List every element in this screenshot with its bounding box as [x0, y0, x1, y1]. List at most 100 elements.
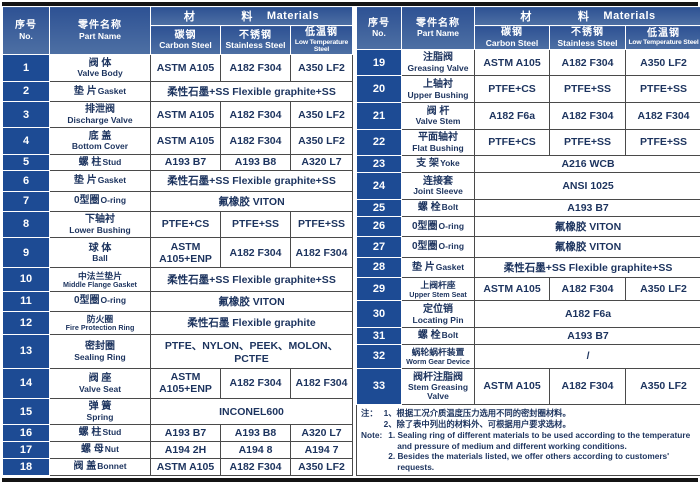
header-material-col-zh: 低温钢: [305, 27, 338, 38]
table-row: 27 0型圈 O-ring 氟橡胶 VITON: [356, 236, 700, 258]
material-value-cell: ASTM A105: [474, 48, 551, 77]
header-materials-zh2: 料: [241, 11, 253, 23]
material-value-cell: A182 F6a: [474, 102, 551, 130]
header-band-materials: 序号 No. 零件名称 Part Name 材料 Materials: [2, 5, 354, 56]
row-number-cell: 32: [356, 344, 403, 369]
part-name-zh: 阀 杆: [426, 105, 450, 117]
row-number-cell: 11: [2, 290, 50, 312]
part-name-zh: 阀 座: [88, 373, 112, 385]
part-name-cell: 阀 体 Valve Body: [49, 54, 151, 82]
table-body: 19 注脂阀 Greasing Valve ASTM A105 A182 F304 A35…: [356, 48, 700, 406]
header-material-col: 不锈钢 Stainless Steel: [220, 24, 291, 56]
table-row: 29 上阀杆座 Upper Stem Seat ASTM A105 A182 F304 A…: [356, 277, 700, 302]
header-material-col-en: Carbon Steel: [159, 40, 212, 51]
part-name-zh: 支 架: [416, 158, 440, 170]
material-span-cell: 柔性石墨+SS Flexible graphite+SS: [149, 170, 354, 192]
part-name-en: Locating Pin: [412, 314, 464, 325]
part-name-inline: 0型圈 O-ring: [403, 241, 473, 253]
tables-container: 序号 No. 零件名称 Part Name 材料 Materials 碳钢 Carbon St…: [2, 5, 700, 477]
part-name-en: Gasket: [435, 261, 465, 272]
materials-table-left: 序号 No. 零件名称 Part Name 材料 Materials 碳钢 Carbon St…: [2, 5, 354, 477]
material-value-cell: A182 F304: [220, 127, 291, 155]
material-value-cell: ASTM A105: [150, 54, 221, 82]
row-number-cell: 28: [356, 256, 403, 279]
row-number-cell: 15: [2, 397, 50, 426]
notes-zh-label: 注：: [361, 408, 378, 419]
table-row: 20 上轴衬 Upper Bushing PTFE+CS PTFE+SS PTFE+SS: [356, 75, 700, 103]
header-material-col-en: Stainless Steel: [557, 37, 618, 48]
material-span-cell: 氟橡胶 VITON: [149, 190, 354, 212]
material-value-cell: A182 F304: [549, 367, 627, 406]
material-value-cell: A182 F304: [220, 237, 291, 269]
row-number-cell: 5: [2, 153, 50, 172]
part-name-cell: 密封圈 Sealing Ring: [49, 334, 151, 369]
table-row: 14 阀 座 Valve Seat ASTM A105+ENP A182 F304 A18…: [2, 367, 354, 400]
header-band-materials: 序号 No. 零件名称 Part Name 材料 Materials: [356, 6, 700, 50]
material-value-cell: A182 F304: [549, 102, 627, 130]
header-part-name: 零件名称 Part Name: [401, 6, 476, 50]
material-value-cell: A193 B8: [220, 153, 291, 172]
part-name-en: Gasket: [97, 175, 127, 186]
part-name-inline: 阀 盖 Bonnet: [51, 461, 149, 473]
header-materials: 材 料 Materials: [149, 6, 354, 26]
row-number-cell: 31: [356, 327, 403, 346]
part-name-zh: 中法兰垫片: [78, 270, 122, 281]
part-name-en: Bonnet: [97, 461, 127, 472]
header-material-col-zh: 碳钢: [501, 27, 524, 38]
notes-zh-line-1: 1、根据工况介质温度压力选用不同的密封圈材料。: [383, 408, 571, 419]
row-number-cell: 2: [2, 80, 50, 102]
material-value-cell: A320 L7: [289, 153, 354, 172]
material-value-cell: PTFE+SS: [220, 210, 291, 239]
notes-en-lines: 1. Sealing ring of different materials t…: [388, 430, 697, 473]
materials-table-right: 序号 No. 零件名称 Part Name 材料 Materials 碳钢 Carbon St…: [356, 6, 700, 476]
notes-en-line-2: 2. Besides the materials listed, we offe…: [388, 451, 670, 473]
part-name-cell: 注脂阀 Greasing Valve: [401, 48, 476, 77]
material-value-cell: ASTM A105: [474, 277, 551, 302]
part-name-zh: 垫 片: [411, 261, 435, 273]
part-name-en: Valve Body: [77, 68, 123, 79]
part-name-zh: 上轴衬: [423, 79, 454, 90]
part-name-cell: 0型圈 O-ring: [49, 290, 151, 312]
material-value-cell: A182 F304: [549, 48, 627, 77]
row-number-cell: 9: [2, 237, 50, 269]
material-span-cell: /: [474, 344, 700, 369]
material-span-cell: 柔性石墨+SS Flexible graphite+SS: [474, 256, 700, 279]
header-material-col-en: Carbon Steel: [485, 37, 539, 48]
part-name-en: Sealing Ring: [74, 351, 126, 362]
table-row: 23 支 架 Yoke A216 WCB: [356, 155, 700, 174]
header-band-columns: 碳钢 Carbon Steel 不锈钢 Stainless Steel 低温钢 Low T…: [357, 25, 700, 50]
row-number-cell: 19: [356, 48, 403, 77]
header-materials-label: 材 料 Materials: [152, 8, 351, 24]
notes-row: 注： 1、根据工况介质温度压力选用不同的密封圈材料。 2、除了表中列出的材料外、可根…: [356, 404, 700, 476]
part-name-en: Flat Bushing: [412, 142, 464, 153]
table-header: 序号 No. 零件名称 Part Name 材料 Materials 碳钢 Carbon St…: [2, 5, 354, 56]
row-number-cell: 12: [2, 310, 50, 336]
row-number-cell: 14: [2, 367, 50, 400]
part-name-cell: 上阀杆座 Upper Stem Seat: [401, 277, 476, 302]
row-number-cell: 27: [356, 236, 403, 258]
material-span-cell: 柔性石墨 Flexible graphite: [149, 310, 354, 336]
part-name-cell: 连接套 Joint Sleeve: [401, 172, 476, 200]
part-name-en: Ball: [92, 253, 108, 264]
part-name-cell: 螺 栓 Bolt: [401, 198, 476, 217]
part-name-cell: 底 盖 Bottom Cover: [49, 127, 151, 155]
part-name-inline: 垫 片 Gasket: [403, 262, 473, 274]
part-name-en: Lower Bushing: [69, 224, 131, 235]
header-material-col-zh: 低温钢: [647, 27, 681, 39]
part-name-zh: 底 盖: [88, 130, 112, 142]
material-value-cell: ASTM A105: [150, 127, 221, 155]
header-materials-zh1: 材: [520, 11, 532, 23]
header-material-col-zh: 不锈钢: [571, 27, 605, 38]
part-name-cell: 防火圈 Fire Protection Ring: [49, 310, 151, 336]
part-name-en: Valve Seat: [78, 383, 122, 394]
material-value-cell: ASTM A105: [150, 100, 221, 129]
part-name-cell: 0型圈 O-ring: [401, 215, 476, 238]
part-name-en: Fire Protection Ring: [65, 323, 135, 333]
row-number-cell: 20: [356, 75, 403, 103]
table-row: 28 垫 片 Gasket 柔性石墨+SS Flexible graphite+SS: [356, 256, 700, 279]
part-name-zh: 蜗轮蜗杆装置: [411, 347, 465, 358]
